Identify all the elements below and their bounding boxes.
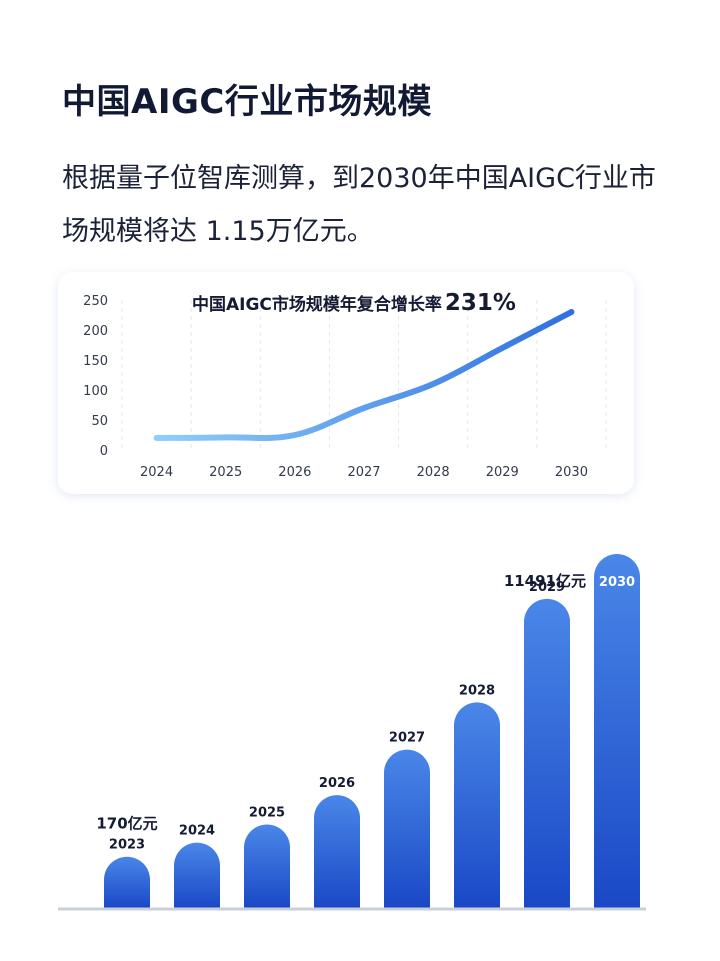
y-tick-label: 250	[83, 294, 108, 309]
bar-category-label: 2024	[179, 824, 215, 839]
bar-value-label: 170亿元	[96, 815, 157, 833]
x-tick-label: 2026	[278, 465, 311, 480]
bar-category-label: 2030	[599, 575, 635, 590]
bar-category-label: 2027	[389, 731, 425, 746]
growth-line-chart-card: 0 50 100 150 200 250 2024 2025 2026 2027 2028 2029…	[58, 272, 634, 494]
bar-category-label: 2026	[319, 776, 355, 791]
bar-2026	[314, 795, 360, 908]
series-line	[153, 309, 575, 442]
chart-title: 中国AIGC市场规模年复合增长率	[192, 294, 442, 315]
page-description: 根据量子位智库测算，到2030年中国AIGC行业市场规模将达 1.15万亿元。	[62, 163, 656, 247]
x-tick-label: 2028	[417, 465, 450, 480]
page-title: 中国AIGC行业市场规模	[62, 82, 432, 122]
bar-2025	[244, 824, 290, 908]
bar-category-label: 2028	[459, 683, 495, 698]
y-tick-label: 50	[91, 414, 108, 429]
bar-2029	[524, 598, 570, 908]
x-tick-label: 2027	[347, 465, 380, 480]
bar-category-label: 2025	[249, 805, 285, 820]
growth-rate-highlight: 231%	[445, 290, 516, 316]
x-tick-label: 2029	[486, 465, 519, 480]
x-tick-label: 2030	[555, 465, 588, 480]
bar-2024	[174, 842, 220, 908]
y-tick-label: 200	[83, 324, 108, 339]
growth-line-chart: 0 50 100 150 200 250 2024 2025 2026 2027 2028 2029…	[83, 290, 607, 480]
bar-2030	[594, 554, 640, 908]
x-tick-label: 2025	[209, 465, 242, 480]
y-tick-label: 150	[83, 354, 108, 369]
bar-category-label: 2029	[529, 580, 565, 595]
bar-category-label: 2023	[109, 838, 145, 853]
bar-value-label: 11491亿元	[504, 572, 586, 590]
y-tick-label: 0	[100, 444, 108, 459]
bar-2027	[384, 749, 430, 908]
x-tick-label: 2024	[140, 465, 173, 480]
y-tick-label: 100	[83, 384, 108, 399]
bar-2028	[454, 702, 500, 908]
bar-2023	[104, 856, 150, 908]
